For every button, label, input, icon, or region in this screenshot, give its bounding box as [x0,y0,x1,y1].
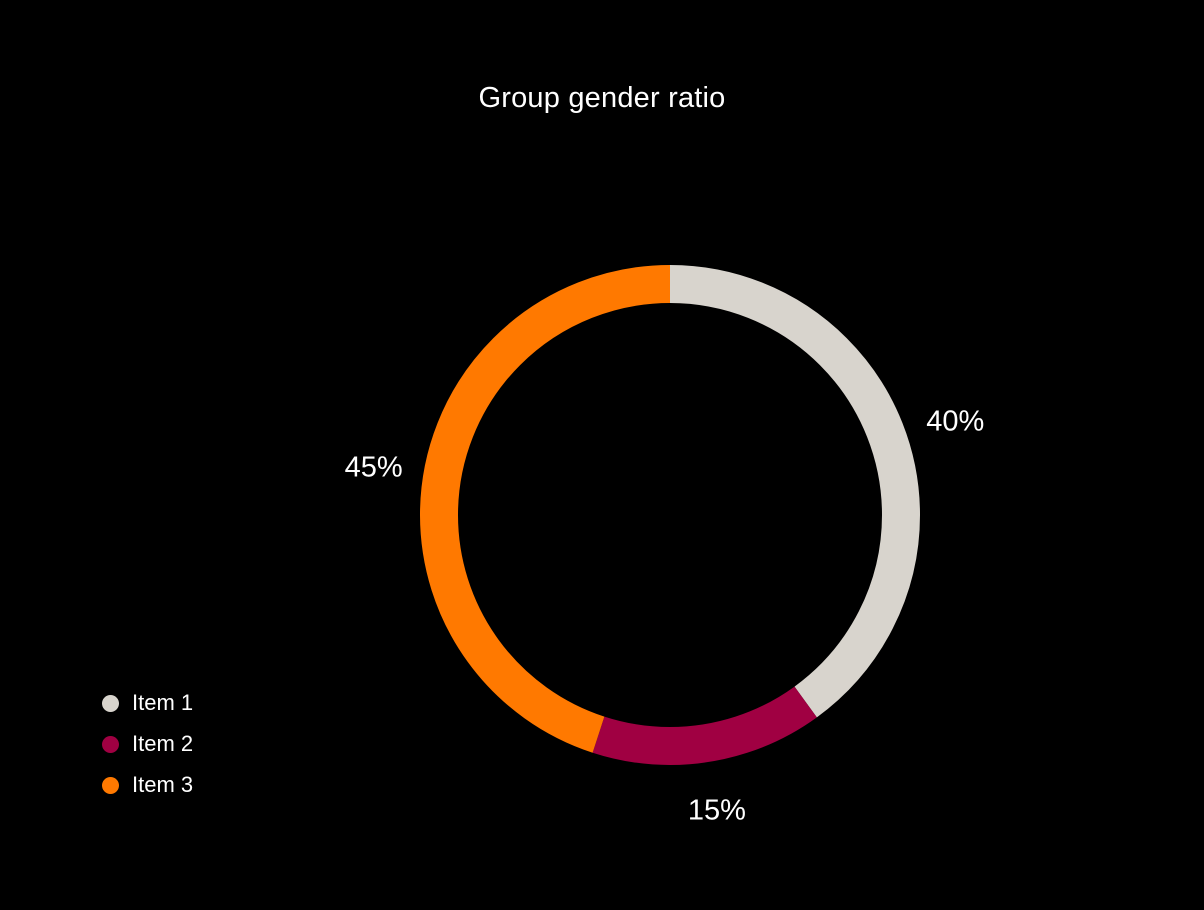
legend-marker-1 [102,694,119,712]
legend-label-1: Item 1 [132,690,194,715]
donut-chart-area [390,235,950,795]
slice-label-2: 15% [687,794,746,827]
chart-title: Group gender ratio [478,82,726,114]
legend-item-3: Item 3 [102,772,194,797]
legend-marker-3 [102,776,119,794]
slice-label-1: 40% [926,405,985,438]
slice-label-3: 45% [344,451,403,484]
donut-chart [420,265,920,765]
legend-label-2: Item 2 [132,731,194,756]
legend-marker-2 [102,735,119,753]
legend-item-2: Item 2 [102,731,194,756]
donut-segment-3 [420,265,920,765]
legend-label-3: Item 3 [132,772,194,797]
legend-item-1: Item 1 [102,690,194,715]
legend: Item 1 Item 2 Item 3 [102,690,194,797]
donut-segment-2 [420,265,920,765]
